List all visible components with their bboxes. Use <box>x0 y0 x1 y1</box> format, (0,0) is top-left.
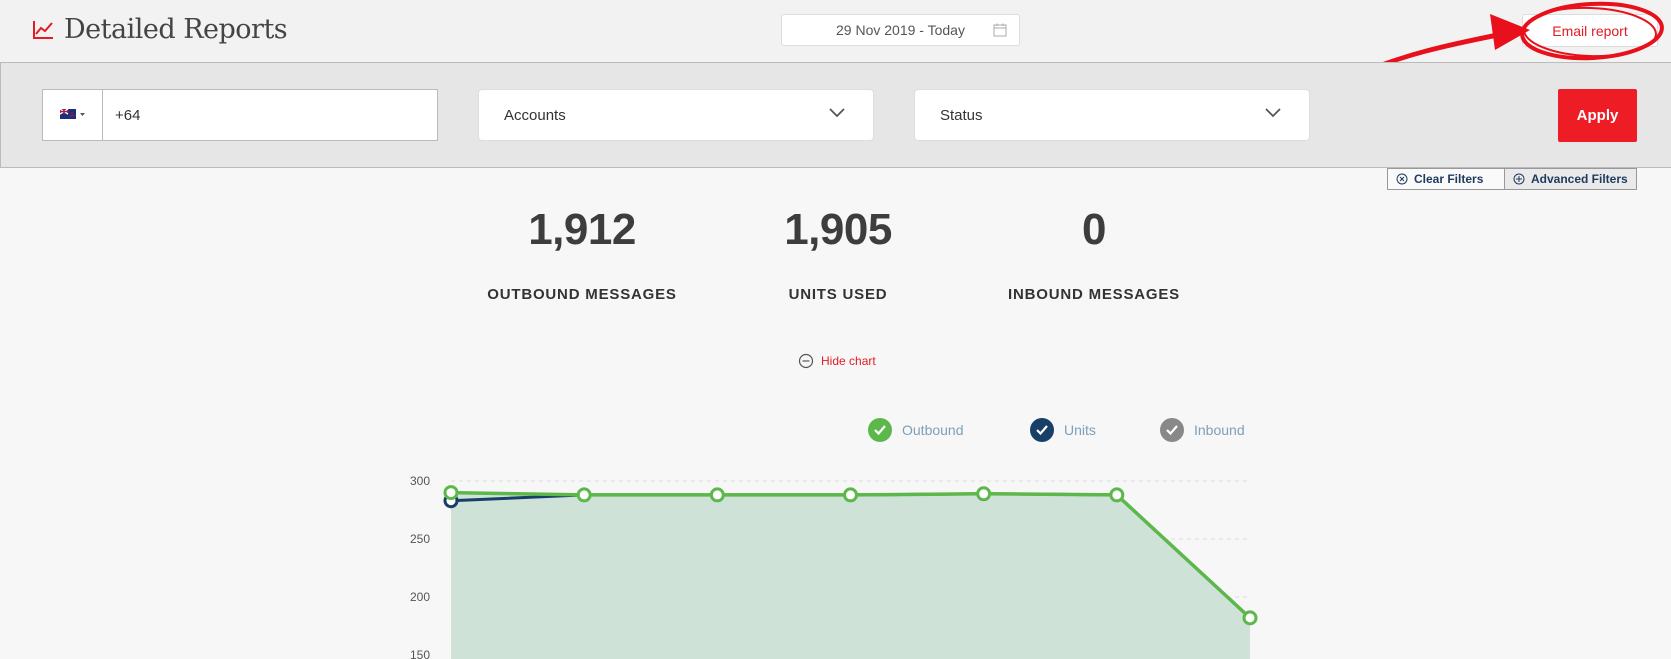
accounts-select[interactable]: Accounts <box>478 89 874 141</box>
advanced-filters-label: Advanced Filters <box>1531 172 1628 186</box>
clear-filters-label: Clear Filters <box>1414 172 1484 186</box>
check-icon <box>1160 418 1184 442</box>
nz-flag-icon <box>59 109 85 119</box>
line-chart-icon <box>33 20 53 39</box>
y-tick-label: 150 <box>410 648 430 659</box>
status-select[interactable]: Status <box>914 89 1310 141</box>
hide-chart-label: Hide chart <box>821 354 876 368</box>
outbound-point <box>843 487 858 503</box>
phone-field <box>42 89 438 141</box>
outbound-point <box>576 487 592 503</box>
stat-outbound: 1,912 OUTBOUND MESSAGES <box>472 205 692 303</box>
stat-label: OUTBOUND MESSAGES <box>487 286 677 303</box>
page-title: Detailed Reports <box>64 14 288 45</box>
units-point <box>443 493 459 509</box>
page-header: Detailed Reports 29 Nov 2019 - Today Ema… <box>0 0 1671 62</box>
plus-circle-icon <box>1513 173 1525 185</box>
phone-input[interactable] <box>103 90 423 140</box>
minus-circle-icon <box>798 353 814 369</box>
outbound-point <box>709 487 725 503</box>
stat-label: INBOUND MESSAGES <box>1008 286 1180 303</box>
date-range-text: 29 Nov 2019 - Today <box>836 22 965 38</box>
legend-label: Units <box>1064 422 1096 438</box>
stat-label: UNITS USED <box>788 286 888 303</box>
y-tick-label: 300 <box>410 474 430 488</box>
filter-bar: Accounts Status Apply <box>0 62 1671 168</box>
legend-inbound[interactable]: Inbound <box>1160 418 1245 442</box>
email-report-button[interactable]: Email report <box>1522 14 1658 47</box>
outbound-point <box>443 485 459 501</box>
legend-label: Inbound <box>1194 422 1245 438</box>
stat-inbound: 0 INBOUND MESSAGES <box>984 205 1204 303</box>
chevron-down-icon <box>829 108 845 118</box>
legend-label: Outbound <box>902 422 964 438</box>
y-tick-label: 200 <box>410 590 430 604</box>
stat-value: 0 <box>1082 205 1106 254</box>
accounts-select-label: Accounts <box>504 106 566 124</box>
calendar-icon <box>993 23 1007 37</box>
outbound-area <box>451 492 1250 659</box>
stat-value: 1,912 <box>528 205 636 254</box>
apply-button[interactable]: Apply <box>1558 89 1637 142</box>
outbound-point <box>976 486 992 502</box>
units-line <box>450 492 1252 619</box>
close-circle-icon <box>1396 173 1408 185</box>
clear-filters-button[interactable]: Clear Filters <box>1387 168 1522 190</box>
stat-units: 1,905 UNITS USED <box>728 205 948 303</box>
chevron-down-icon <box>1265 108 1281 118</box>
advanced-filters-button[interactable]: Advanced Filters <box>1504 168 1637 190</box>
stat-value: 1,905 <box>784 205 892 254</box>
outbound-point <box>1242 610 1258 626</box>
hide-chart-button[interactable]: Hide chart <box>798 353 876 369</box>
legend-outbound[interactable]: Outbound <box>868 418 964 442</box>
title-wrap: Detailed Reports <box>32 14 288 45</box>
country-code-select[interactable] <box>43 90 103 140</box>
outbound-point <box>1109 487 1125 503</box>
check-icon <box>868 418 892 442</box>
outbound-line <box>450 490 1252 620</box>
status-select-label: Status <box>940 106 983 124</box>
date-range-picker[interactable]: 29 Nov 2019 - Today <box>781 14 1020 46</box>
check-icon <box>1030 418 1054 442</box>
legend-units[interactable]: Units <box>1030 418 1096 442</box>
y-tick-label: 250 <box>410 532 430 546</box>
